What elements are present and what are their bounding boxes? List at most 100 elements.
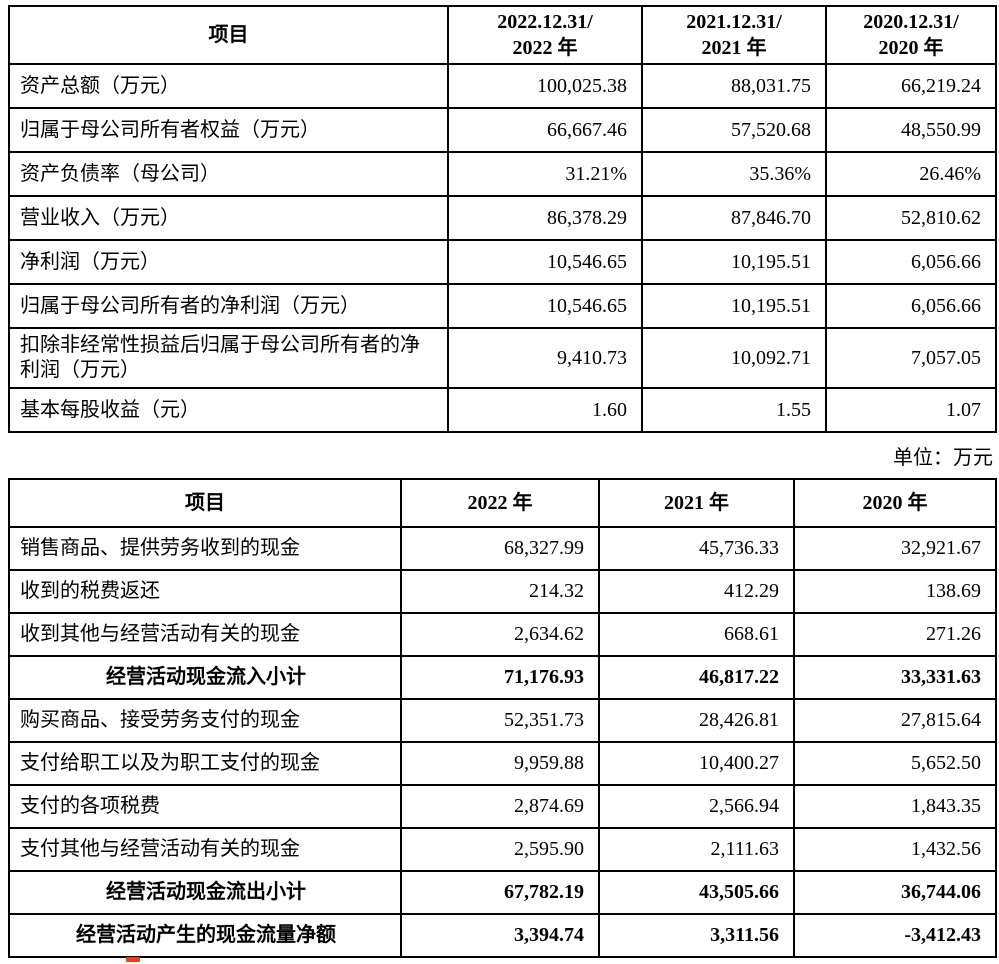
row-label: 支付其他与经营活动有关的现金 (8, 827, 402, 872)
summary-header-item: 项目 (8, 5, 449, 65)
cell-value: 138.69 (793, 569, 997, 614)
summary-header-row: 项目 2022.12.31/ 2022 年 2021.12.31/ 2021 年… (8, 5, 997, 65)
cell-value: 48,550.99 (825, 107, 997, 153)
cell-value: 88,031.75 (641, 63, 827, 109)
row-label: 营业收入（万元） (8, 195, 449, 241)
cell-value: 100,025.38 (447, 63, 643, 109)
row-label: 经营活动现金流出小计 (8, 870, 402, 915)
cell-value: 1,843.35 (793, 784, 997, 829)
red-scan-artifact (126, 957, 140, 962)
cell-value: 10,195.51 (641, 283, 827, 329)
cashflow-table: 项目 2022 年 2021 年 2020 年 销售商品、提供劳务收到的现金 6… (8, 478, 997, 958)
summary-header-2020: 2020.12.31/ 2020 年 (825, 5, 997, 65)
cell-value: 214.32 (400, 569, 600, 614)
cell-value: 68,327.99 (400, 526, 600, 571)
cell-value: 2,874.69 (400, 784, 600, 829)
unit-note: 单位：万元 (893, 447, 993, 469)
subtotal-row-cash-outflow: 经营活动现金流出小计 67,782.19 43,505.66 36,744.06 (8, 870, 997, 915)
cell-value: 271.26 (793, 612, 997, 657)
table-row: 基本每股收益（元） 1.60 1.55 1.07 (8, 387, 997, 433)
table-row: 支付给职工以及为职工支付的现金 9,959.88 10,400.27 5,652… (8, 741, 997, 786)
cell-value: 3,394.74 (400, 913, 600, 958)
cell-value: 31.21% (447, 151, 643, 197)
cell-value: 43,505.66 (598, 870, 795, 915)
table-row: 营业收入（万元） 86,378.29 87,846.70 52,810.62 (8, 195, 997, 241)
cell-value: 36,744.06 (793, 870, 997, 915)
cell-value: 2,595.90 (400, 827, 600, 872)
table-row: 支付的各项税费 2,874.69 2,566.94 1,843.35 (8, 784, 997, 829)
row-label: 购买商品、接受劳务支付的现金 (8, 698, 402, 743)
cell-value: 10,400.27 (598, 741, 795, 786)
row-label: 扣除非经常性损益后归属于母公司所有者的净利润（万元） (8, 327, 449, 389)
summary-table: 项目 2022.12.31/ 2022 年 2021.12.31/ 2021 年… (8, 5, 997, 433)
summary-header-2022: 2022.12.31/ 2022 年 (447, 5, 643, 65)
table-row: 收到的税费返还 214.32 412.29 138.69 (8, 569, 997, 614)
cell-value: 35.36% (641, 151, 827, 197)
table-row: 资产总额（万元） 100,025.38 88,031.75 66,219.24 (8, 63, 997, 109)
row-label: 归属于母公司所有者的净利润（万元） (8, 283, 449, 329)
row-label: 经营活动现金流入小计 (8, 655, 402, 700)
cell-value: 668.61 (598, 612, 795, 657)
cell-value: 6,056.66 (825, 283, 997, 329)
cell-value: 52,810.62 (825, 195, 997, 241)
cell-value: 57,520.68 (641, 107, 827, 153)
table-row: 扣除非经常性损益后归属于母公司所有者的净利润（万元） 9,410.73 10,0… (8, 327, 997, 389)
cell-value: 1.55 (641, 387, 827, 433)
row-label: 归属于母公司所有者权益（万元） (8, 107, 449, 153)
cell-value: 2,634.62 (400, 612, 600, 657)
cell-value: -3,412.43 (793, 913, 997, 958)
cell-value: 10,546.65 (447, 283, 643, 329)
cell-value: 28,426.81 (598, 698, 795, 743)
cell-value: 9,959.88 (400, 741, 600, 786)
cell-value: 52,351.73 (400, 698, 600, 743)
row-label: 收到的税费返还 (8, 569, 402, 614)
row-label: 销售商品、提供劳务收到的现金 (8, 526, 402, 571)
cell-value: 32,921.67 (793, 526, 997, 571)
row-label: 基本每股收益（元） (8, 387, 449, 433)
cashflow-header-2022: 2022 年 (400, 478, 600, 528)
cell-value: 10,546.65 (447, 239, 643, 285)
cell-value: 7,057.05 (825, 327, 997, 389)
cell-value: 87,846.70 (641, 195, 827, 241)
subtotal-row-cash-inflow: 经营活动现金流入小计 71,176.93 46,817.22 33,331.63 (8, 655, 997, 700)
cell-value: 1.60 (447, 387, 643, 433)
table-row: 收到其他与经营活动有关的现金 2,634.62 668.61 271.26 (8, 612, 997, 657)
row-label: 资产总额（万元） (8, 63, 449, 109)
cell-value: 2,566.94 (598, 784, 795, 829)
total-row-net-cashflow: 经营活动产生的现金流量净额 3,394.74 3,311.56 -3,412.4… (8, 913, 997, 958)
cell-value: 1,432.56 (793, 827, 997, 872)
cell-value: 66,219.24 (825, 63, 997, 109)
row-label: 资产负债率（母公司） (8, 151, 449, 197)
cell-value: 5,652.50 (793, 741, 997, 786)
row-label: 收到其他与经营活动有关的现金 (8, 612, 402, 657)
cashflow-header-2020: 2020 年 (793, 478, 997, 528)
cell-value: 1.07 (825, 387, 997, 433)
cell-value: 27,815.64 (793, 698, 997, 743)
cashflow-header-row: 项目 2022 年 2021 年 2020 年 (8, 478, 997, 528)
cell-value: 10,092.71 (641, 327, 827, 389)
cashflow-header-item: 项目 (8, 478, 402, 528)
table-row: 净利润（万元） 10,546.65 10,195.51 6,056.66 (8, 239, 997, 285)
row-label: 净利润（万元） (8, 239, 449, 285)
row-label: 经营活动产生的现金流量净额 (8, 913, 402, 958)
cell-value: 10,195.51 (641, 239, 827, 285)
cell-value: 33,331.63 (793, 655, 997, 700)
cell-value: 3,311.56 (598, 913, 795, 958)
cell-value: 2,111.63 (598, 827, 795, 872)
cell-value: 6,056.66 (825, 239, 997, 285)
cell-value: 26.46% (825, 151, 997, 197)
table-row: 购买商品、接受劳务支付的现金 52,351.73 28,426.81 27,81… (8, 698, 997, 743)
cell-value: 9,410.73 (447, 327, 643, 389)
summary-header-2021: 2021.12.31/ 2021 年 (641, 5, 827, 65)
table-row: 归属于母公司所有者权益（万元） 66,667.46 57,520.68 48,5… (8, 107, 997, 153)
table-row: 销售商品、提供劳务收到的现金 68,327.99 45,736.33 32,92… (8, 526, 997, 571)
cashflow-header-2021: 2021 年 (598, 478, 795, 528)
cell-value: 66,667.46 (447, 107, 643, 153)
table-row: 资产负债率（母公司） 31.21% 35.36% 26.46% (8, 151, 997, 197)
cell-value: 86,378.29 (447, 195, 643, 241)
cell-value: 46,817.22 (598, 655, 795, 700)
cell-value: 67,782.19 (400, 870, 600, 915)
table-row: 归属于母公司所有者的净利润（万元） 10,546.65 10,195.51 6,… (8, 283, 997, 329)
cell-value: 45,736.33 (598, 526, 795, 571)
